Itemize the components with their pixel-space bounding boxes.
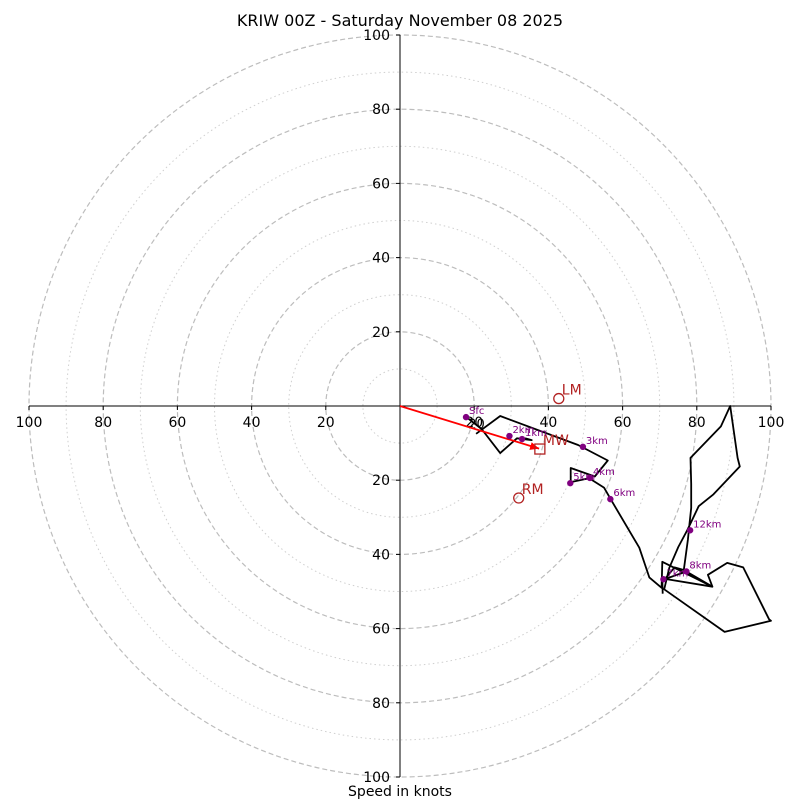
- y-tick-label: 20: [372, 325, 390, 341]
- x-tick-label: 100: [758, 415, 785, 431]
- height-point-4km: [586, 474, 594, 482]
- height-point-8km: [683, 568, 690, 575]
- y-tick-label: 100: [363, 28, 390, 44]
- y-tick-label: 60: [372, 622, 390, 638]
- height-label: 3km: [586, 436, 608, 447]
- x-tick-label: 80: [94, 415, 112, 431]
- height-label: 8km: [689, 560, 711, 571]
- height-point-5km: [567, 479, 574, 487]
- storm-motion-rm: [513, 492, 525, 504]
- y-tick-label: 100: [363, 770, 390, 786]
- storm-motion-markers: LM MW RM: [513, 383, 582, 504]
- height-label: 2km: [512, 425, 534, 436]
- y-tick-label: 80: [372, 696, 390, 712]
- x-tick-label: 60: [168, 415, 186, 431]
- height-label: 7km: [666, 568, 688, 579]
- x-tick-label: 100: [16, 415, 43, 431]
- storm-motion-label: LM: [562, 383, 582, 399]
- height-point-sfc: [462, 413, 470, 421]
- y-tick-label: 40: [372, 251, 390, 267]
- height-point-2km: [506, 432, 513, 440]
- storm-motion-label: RM: [522, 482, 544, 498]
- storm-motion-lm: [553, 392, 565, 405]
- storm-motion-mw: [534, 443, 546, 455]
- height-point-3km: [579, 443, 587, 451]
- height-point-7km: [660, 576, 667, 583]
- shear-vector: [399, 405, 540, 450]
- x-tick-label: 40: [539, 415, 557, 431]
- height-label: 12km: [693, 519, 721, 530]
- height-label: 5km: [573, 472, 595, 483]
- y-tick-label: 20: [372, 473, 390, 489]
- x-tick-label: 40: [243, 415, 261, 431]
- storm-motion-label: MW: [543, 433, 569, 449]
- height-label: Sfc: [469, 406, 484, 417]
- height-point-12km: [686, 527, 694, 534]
- x-tick-label: 20: [317, 415, 335, 431]
- y-tick-label: 80: [372, 102, 390, 118]
- height-label: 1km: [525, 428, 547, 439]
- x-axis-label: Speed in knots: [348, 784, 452, 800]
- x-tick-label: 80: [688, 415, 706, 431]
- height-label: 4km: [593, 467, 615, 478]
- hodograph-inner-loop: [465, 416, 533, 455]
- y-tick-label: 60: [372, 176, 390, 192]
- height-label: 6km: [613, 488, 635, 499]
- y-tick-label: 40: [372, 547, 390, 563]
- x-tick-label: 60: [614, 415, 632, 431]
- height-point-6km: [607, 495, 614, 503]
- height-point-1km: [518, 435, 526, 443]
- chart-title: KRIW 00Z - Saturday November 08 2025: [237, 11, 563, 30]
